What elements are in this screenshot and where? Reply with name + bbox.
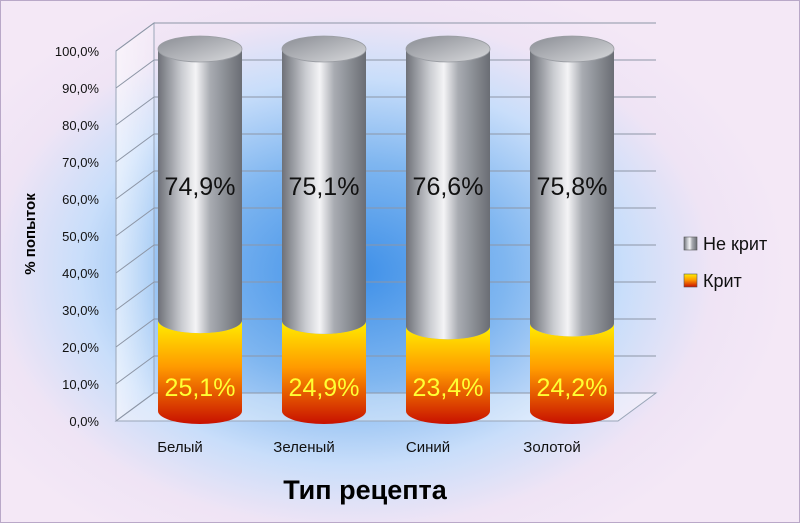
bar-segment-krit xyxy=(158,320,242,424)
bar-top-cap xyxy=(405,35,491,63)
bar-group: 75,1% 24,9% xyxy=(281,35,367,424)
x-category-label: Белый xyxy=(157,439,203,456)
data-label-ne-krit: 75,1% xyxy=(289,173,360,201)
x-axis-title: Тип рецепта xyxy=(283,475,448,505)
data-label-ne-krit: 76,6% xyxy=(413,173,484,201)
y-axis-ticks: 0,0% 10,0% 20,0% 30,0% 40,0% 50,0% 60,0% 70,0% 8… xyxy=(55,44,100,429)
data-label-krit: 24,2% xyxy=(537,374,608,402)
bar-segment-ne-krit xyxy=(406,49,490,340)
legend-swatch xyxy=(683,236,698,251)
bar-group: 76,6% 23,4% xyxy=(405,35,491,424)
bar-segment-ne-krit xyxy=(282,49,366,334)
data-label-krit: 25,1% xyxy=(165,374,236,402)
data-label-ne-krit: 74,9% xyxy=(165,173,236,201)
legend: Не крит Крит xyxy=(683,234,767,291)
bar-segment-ne-krit xyxy=(158,49,242,334)
x-axis-categories: Белый Зеленый Синий Золотой xyxy=(157,439,581,456)
y-tick-label: 70,0% xyxy=(62,155,99,170)
x-category-label: Синий xyxy=(406,439,450,456)
legend-label: Не крит xyxy=(703,234,767,254)
data-label-krit: 23,4% xyxy=(413,374,484,402)
gridline xyxy=(115,22,656,52)
bar-segment-krit xyxy=(406,326,490,424)
y-axis-title: % попыток xyxy=(22,193,39,275)
y-tick-label: 60,0% xyxy=(62,192,99,207)
y-tick-label: 40,0% xyxy=(62,266,99,281)
bar-segment-ne-krit xyxy=(530,49,614,337)
bar-top-cap xyxy=(529,35,615,63)
bars: 74,9% 25,1% 75,1% 24,9% 76,6% 23,4% 75,8% 24,2% xyxy=(157,35,615,424)
data-label-ne-krit: 75,8% xyxy=(537,173,608,201)
y-tick-label: 30,0% xyxy=(62,303,99,318)
x-category-label: Золотой xyxy=(523,439,580,456)
y-tick-label: 10,0% xyxy=(62,377,99,392)
bar-group: 74,9% 25,1% xyxy=(157,35,243,424)
data-label-krit: 24,9% xyxy=(289,374,360,402)
y-tick-label: 20,0% xyxy=(62,340,99,355)
bar-group: 75,8% 24,2% xyxy=(529,35,615,424)
y-tick-label: 80,0% xyxy=(62,118,99,133)
y-tick-label: 100,0% xyxy=(55,44,100,59)
x-category-label: Зеленый xyxy=(273,439,334,456)
y-tick-label: 90,0% xyxy=(62,81,99,96)
bar-top-cap xyxy=(157,35,243,63)
legend-swatch xyxy=(683,273,698,288)
bar-segment-krit xyxy=(282,320,366,424)
bar-segment-krit xyxy=(530,323,614,424)
y-tick-label: 0,0% xyxy=(69,414,99,429)
y-tick-label: 50,0% xyxy=(62,229,99,244)
legend-label: Крит xyxy=(703,271,742,291)
bar-top-cap xyxy=(281,35,367,63)
